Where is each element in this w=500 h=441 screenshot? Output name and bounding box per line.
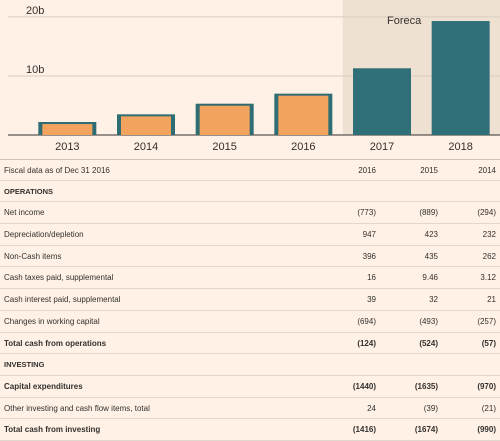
table-row: Net income (773) (889) (294) [0,202,500,225]
x-tick-label: 2014 [134,141,158,153]
cell-2014: (21) [481,403,496,413]
cell-2016: (694) [357,316,376,326]
cell-2014: (990) [477,425,496,435]
table-row: Total cash from investing (1416) (1674) (99… [0,419,500,441]
section-header-row: INVESTING [0,354,500,376]
row-label: Depreciation/depletion [4,230,84,240]
cell-2015: (493) [419,316,438,326]
cell-2015: 9.46 [422,273,438,283]
capex-bar-chart: 20b 10b 2013 2014 2015 2016 2017 2018 Foreca [8,0,500,153]
forecast-label: Foreca [387,15,422,27]
row-label: Other investing and cash flow items, tot… [4,403,150,413]
cell-2015: (1635) [414,381,438,391]
cell-2016: 947 [362,230,376,240]
table-row: Other investing and cash flow items, tot… [0,398,500,420]
cell-2016: 24 [367,403,376,413]
cell-2015: (524) [419,338,438,348]
cell-2015: 32 [429,295,438,305]
cell-2015: (889) [419,208,438,218]
cell-2016: (1416) [352,425,376,435]
table-row: Non-Cash items 396 435 262 [0,246,500,268]
cell-2016: (773) [357,208,376,218]
table-row: Capital expenditures (1440) (1635) (970) [0,376,500,398]
x-tick-label: 2016 [291,141,315,153]
x-tick-label: 2017 [370,141,394,153]
year-header-2015: 2015 [420,166,438,175]
table-row: Changes in working capital (694) (493) (257… [0,311,500,333]
cell-2014: (294) [477,208,496,218]
cell-2016: 396 [362,251,376,261]
cell-2014: 21 [487,295,496,305]
table-row: Depreciation/depletion 947 423 232 [0,224,500,246]
table-body: OPERATIONS Net income (773) (889) (294) Depre… [0,181,500,441]
y-tick-label: 10b [26,64,44,76]
cell-2014: 232 [482,230,496,240]
cell-2014: (970) [477,381,496,391]
cell-2016: 39 [367,295,376,305]
row-label: Changes in working capital [4,316,100,326]
row-label: Total cash from operations [4,338,107,348]
year-header-2016: 2016 [358,166,376,175]
x-tick-label: 2018 [448,141,472,153]
row-label: Total cash from investing [4,425,101,435]
row-label: Cash taxes paid, supplemental [4,273,114,283]
x-tick-label: 2013 [55,141,79,153]
table-row: Cash interest paid, supplemental 39 32 21 [0,289,500,311]
fiscal-data-label: Fiscal data as of Dec 31 2016 [4,166,110,175]
bar-fill-2015 [199,105,250,135]
bar-2018 [431,21,490,136]
table-row: Cash taxes paid, supplemental 16 9.46 3.12 [0,267,500,290]
bar-fill-2013 [42,124,93,135]
section-title: INVESTING [4,360,45,370]
x-tick-label: 2015 [212,141,236,153]
section-header-row: OPERATIONS [0,181,500,203]
row-label: Non-Cash items [4,251,62,261]
section-title: OPERATIONS [4,186,54,196]
cash-flow-table: Fiscal data as of Dec 31 2016 2016 2015 … [0,159,500,441]
bar-fill-2016 [278,95,329,135]
cell-2014: 262 [482,251,496,261]
row-label: Capital expenditures [4,381,83,391]
cell-2016: (124) [357,338,376,348]
cell-2014: 3.12 [480,273,496,283]
cell-2014: (257) [477,316,496,326]
bar-2017 [353,68,411,135]
y-tick-label: 20b [26,5,44,17]
cell-2015: 423 [424,230,438,240]
table-row: Total cash from operations (124) (524) (57) [0,333,500,355]
cell-2016: 16 [367,273,376,283]
cell-2015: 435 [424,251,438,261]
row-label: Cash interest paid, supplemental [4,295,121,305]
year-header-2014: 2014 [478,166,496,175]
row-label: Net income [4,208,45,218]
cell-2014: (57) [481,338,496,348]
bar-fill-2014 [121,116,171,135]
table-header-row: Fiscal data as of Dec 31 2016 2016 2015 … [0,159,500,181]
cell-2016: (1440) [352,381,376,391]
cell-2015: (39) [423,403,438,413]
